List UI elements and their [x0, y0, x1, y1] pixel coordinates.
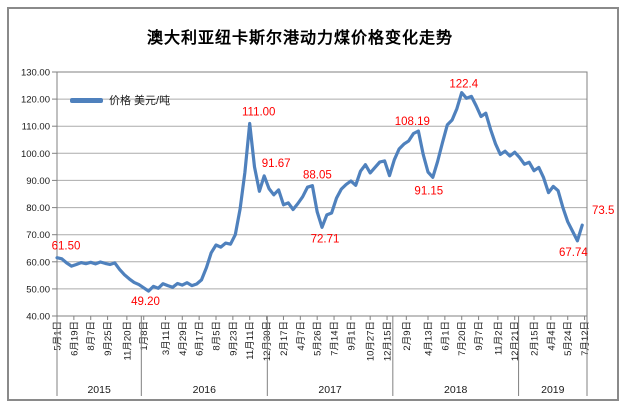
x-axis-date-label: 4月29日 — [178, 321, 189, 356]
x-axis-date-label: 7月12日 — [580, 321, 591, 356]
data-point-label: 73.5 — [592, 205, 614, 217]
data-point-label: 108.19 — [395, 116, 430, 128]
data-point-label: 111.00 — [242, 107, 275, 119]
x-axis-date-label: 5月1日 — [53, 321, 64, 351]
x-axis-date-label: 12月21日 — [510, 321, 521, 361]
y-axis-label: 70.00 — [26, 230, 50, 241]
x-axis-date-label: 7月20日 — [457, 321, 468, 356]
y-axis-label: 50.00 — [26, 284, 50, 295]
data-point-label: 91.15 — [414, 185, 443, 197]
plot-border — [56, 71, 588, 317]
data-point-label: 49.20 — [131, 296, 160, 308]
year-label: 2019 — [541, 384, 565, 396]
x-axis-date-label: 6月1日 — [440, 321, 451, 351]
legend-label: 价格 美元/吨 — [109, 95, 171, 107]
x-axis-date-label: 1月8日 — [139, 321, 150, 351]
x-axis-date-label: 8月7日 — [86, 321, 97, 351]
x-axis-date-label: 9月1日 — [346, 321, 357, 351]
x-axis-date-label: 4月13日 — [424, 321, 435, 356]
year-label: 2017 — [318, 384, 342, 396]
year-label: 2015 — [87, 384, 111, 396]
x-axis-date-label: 3月11日 — [161, 321, 172, 355]
y-axis-label: 130.00 — [21, 68, 50, 79]
y-axis-label: 110.00 — [22, 122, 50, 133]
x-axis-date-label: 2月9日 — [402, 321, 413, 351]
data-point-label: 88.05 — [303, 170, 332, 182]
x-axis-date-label: 11月20日 — [122, 321, 133, 360]
x-axis-date-label: 5月24日 — [563, 321, 574, 356]
x-axis-date-label: 11月11日 — [245, 321, 256, 360]
x-axis-date-label: 2月17日 — [279, 321, 290, 356]
y-axis-label: 40.00 — [26, 312, 50, 323]
x-axis-date-label: 4月4日 — [546, 321, 557, 351]
data-point-label: 91.67 — [262, 158, 291, 170]
x-axis-date-label: 10月27日 — [366, 321, 377, 361]
x-axis-date-label: 6月17日 — [195, 321, 206, 356]
legend-line-swatch — [70, 97, 103, 103]
x-axis-date-label: 4月7日 — [296, 321, 307, 351]
chart-border-frame — [7, 7, 619, 401]
y-axis-label: 60.00 — [26, 257, 50, 268]
x-axis-date-label: 9月25日 — [103, 321, 114, 356]
x-axis-date-label: 9月23日 — [228, 321, 239, 356]
price-series-line — [55, 90, 584, 293]
x-axis-date-label: 12月15日 — [383, 321, 394, 361]
year-label: 2016 — [193, 384, 217, 396]
x-axis-date-label: 9月7日 — [474, 321, 485, 351]
x-axis-date-label: 8月5日 — [212, 321, 223, 351]
x-axis-date-label: 11月2日 — [493, 321, 504, 355]
data-point-label: 61.50 — [52, 241, 81, 253]
x-axis-date-label: 5月26日 — [313, 321, 324, 356]
year-label: 2018 — [444, 384, 468, 396]
y-axis-label: 80.00 — [26, 203, 50, 214]
chart-title: 澳大利亚纽卡斯尔港动力煤价格变化走势 — [146, 30, 453, 47]
y-axis-label: 100.00 — [21, 149, 50, 160]
data-point-label: 72.71 — [311, 233, 340, 245]
data-point-label: 122.4 — [449, 79, 478, 91]
data-point-label: 67.74 — [559, 247, 588, 259]
x-axis-date-label: 6月19日 — [69, 321, 80, 356]
x-axis-date-label: 2月15日 — [530, 321, 541, 356]
legend: 价格 美元/吨 — [70, 92, 170, 108]
y-axis-label: 120.00 — [21, 95, 50, 106]
x-axis-date-label: 7月14日 — [330, 321, 341, 356]
y-axis-label: 90.00 — [26, 176, 50, 187]
